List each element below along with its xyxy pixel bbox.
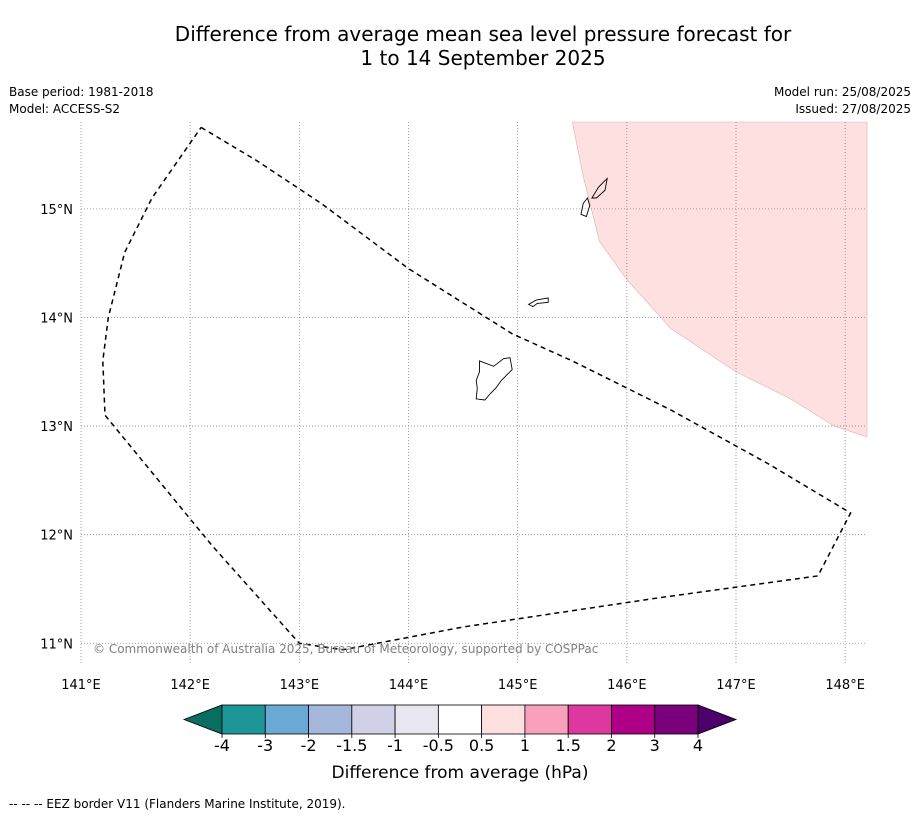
colorbar-swatch xyxy=(654,704,699,735)
colorbar-tick-label: -0.5 xyxy=(423,736,454,755)
island-saipan xyxy=(591,177,608,199)
lon-tick-label: 142°E xyxy=(170,678,210,693)
colorbar-tick-label: -1.5 xyxy=(336,736,367,755)
forecast-map: 141°E 142°E 143°E 144°E 145°E 146°E 147°E 148°E… xyxy=(40,121,868,783)
colorbar-swatch xyxy=(264,704,309,735)
map-title-line1: Difference from average mean sea level p… xyxy=(174,22,792,46)
lat-tick-label: 11°N xyxy=(40,637,73,652)
lat-tick-label: 15°N xyxy=(40,203,73,218)
colorbar-tick-label: -1 xyxy=(387,736,403,755)
model-info: Base period: 1981-2018 Model: ACCESS-S2 xyxy=(9,84,154,118)
colorbar-tick-label: -4 xyxy=(214,736,230,755)
colorbar-swatch xyxy=(221,704,266,735)
colorbar-swatch xyxy=(611,704,656,735)
lon-tick-label: 148°E xyxy=(825,678,865,693)
lon-tick-label: 147°E xyxy=(716,678,756,693)
colorbar-swatch xyxy=(524,704,569,735)
axis-labels: 141°E 142°E 143°E 144°E 145°E 146°E 147°E 148°E… xyxy=(40,203,865,693)
lon-tick-label: 141°E xyxy=(61,678,101,693)
eez-footnote: -- -- -- EEZ border V11 (Flanders Marine… xyxy=(9,797,346,811)
lon-tick-label: 146°E xyxy=(607,678,647,693)
colorbar-tick-label: -2 xyxy=(301,736,317,755)
colorbar-tick-label: 1.5 xyxy=(555,736,580,755)
eez-border-layer xyxy=(102,126,852,651)
colorbar-tick-label: 3 xyxy=(650,736,660,755)
island-outlines xyxy=(475,177,608,401)
colorbar-tick-label: 4 xyxy=(693,736,703,755)
lon-tick-label: 143°E xyxy=(280,678,320,693)
colorbar-tick-label: 2 xyxy=(606,736,616,755)
colorbar-swatch xyxy=(308,704,353,735)
lat-tick-label: 13°N xyxy=(40,420,73,435)
map-title-line2: 1 to 14 September 2025 xyxy=(360,46,606,70)
island-tinian xyxy=(580,197,591,218)
anomaly-layer xyxy=(571,121,868,438)
base-period-label: Base period: 1981-2018 xyxy=(9,85,154,99)
colorbar-swatch xyxy=(351,704,396,735)
map-title: Difference from average mean sea level p… xyxy=(0,22,919,70)
run-info: Model run: 25/08/2025 Issued: 27/08/2025 xyxy=(774,84,911,118)
lon-tick-label: 144°E xyxy=(389,678,429,693)
lat-tick-label: 14°N xyxy=(40,311,73,326)
island-guam xyxy=(475,357,513,401)
anomaly-region xyxy=(571,121,868,438)
colorbar: -4 -3 -2 -1.5 -1 -0.5 0.5 1 1.5 2 3 4 Difference fro… xyxy=(182,704,738,783)
graticule xyxy=(80,122,867,665)
colorbar-extend-low xyxy=(182,704,223,735)
issued-label: Issued: 27/08/2025 xyxy=(795,102,911,116)
eez-border xyxy=(102,126,852,651)
colorbar-swatch xyxy=(567,704,612,735)
island-rota xyxy=(527,297,549,308)
colorbar-tick-label: 0.5 xyxy=(469,736,494,755)
lon-tick-label: 145°E xyxy=(498,678,538,693)
colorbar-tick-label: 1 xyxy=(520,736,530,755)
colorbar-swatch xyxy=(437,704,483,735)
colorbar-title: Difference from average (hPa) xyxy=(332,763,589,783)
colorbar-swatch xyxy=(394,704,439,735)
model-label: Model: ACCESS-S2 xyxy=(9,102,121,116)
copyright-text: © Commonwealth of Australia 2025, Bureau… xyxy=(93,642,598,656)
colorbar-swatch xyxy=(481,704,526,735)
lat-tick-label: 12°N xyxy=(40,529,73,544)
colorbar-tick-label: -3 xyxy=(257,736,273,755)
model-run-label: Model run: 25/08/2025 xyxy=(773,85,911,99)
colorbar-extend-high xyxy=(697,704,738,735)
